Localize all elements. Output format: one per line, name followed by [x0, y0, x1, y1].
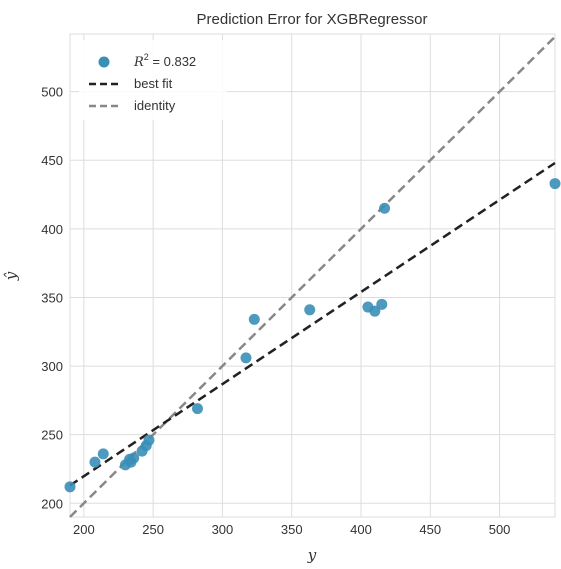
x-tick-label: 400	[350, 522, 372, 537]
scatter-point	[143, 434, 155, 446]
x-tick-label: 350	[281, 522, 303, 537]
legend-r2-superscript: 2	[144, 52, 149, 62]
x-tick-label: 200	[73, 522, 95, 537]
scatter-point	[97, 448, 109, 460]
scatter-point	[240, 352, 252, 364]
legend-marker-points	[98, 56, 110, 68]
legend-label-best-fit: best fit	[134, 76, 173, 91]
y-tick-label: 250	[41, 428, 63, 443]
scatter-point	[549, 178, 561, 190]
y-tick-label: 300	[41, 359, 63, 374]
scatter-point	[379, 202, 391, 214]
scatter-point	[369, 305, 381, 317]
y-tick-label: 200	[41, 496, 63, 511]
y-tick-label: 500	[41, 85, 63, 100]
legend-label-points: R2 = 0.832	[133, 52, 196, 70]
x-axis-label: y	[307, 546, 317, 564]
plot-frame	[69, 33, 556, 518]
chart-title: Prediction Error for XGBRegressor	[197, 11, 428, 28]
y-tick-label: 400	[41, 222, 63, 237]
y-tick-label: 450	[41, 153, 63, 168]
legend-label-identity: identity	[134, 98, 176, 113]
scatter-point	[304, 304, 316, 316]
scatter-point	[128, 452, 140, 464]
scatter-point	[191, 403, 203, 415]
scatter-point	[89, 456, 101, 468]
legend-r2-value: = 0.832	[149, 54, 196, 69]
scatter-points	[64, 178, 561, 493]
y-tick-labels: 200 250 300 350 400 450 500	[41, 85, 63, 512]
x-tick-label: 250	[142, 522, 164, 537]
legend: R2 = 0.832 best fit identity	[79, 40, 227, 120]
scatter-point	[248, 313, 260, 325]
legend-r2-symbol: R	[133, 55, 144, 70]
x-tick-labels: 200 250 300 350 400 450 500	[73, 522, 510, 537]
x-tick-label: 450	[419, 522, 441, 537]
scatter-point	[376, 298, 388, 310]
x-tick-label: 300	[212, 522, 234, 537]
y-axis-label: ŷ	[2, 271, 20, 281]
y-gridlines	[70, 91, 555, 504]
scatter-point	[64, 481, 76, 493]
x-tick-label: 500	[489, 522, 511, 537]
y-tick-label: 350	[41, 290, 63, 305]
